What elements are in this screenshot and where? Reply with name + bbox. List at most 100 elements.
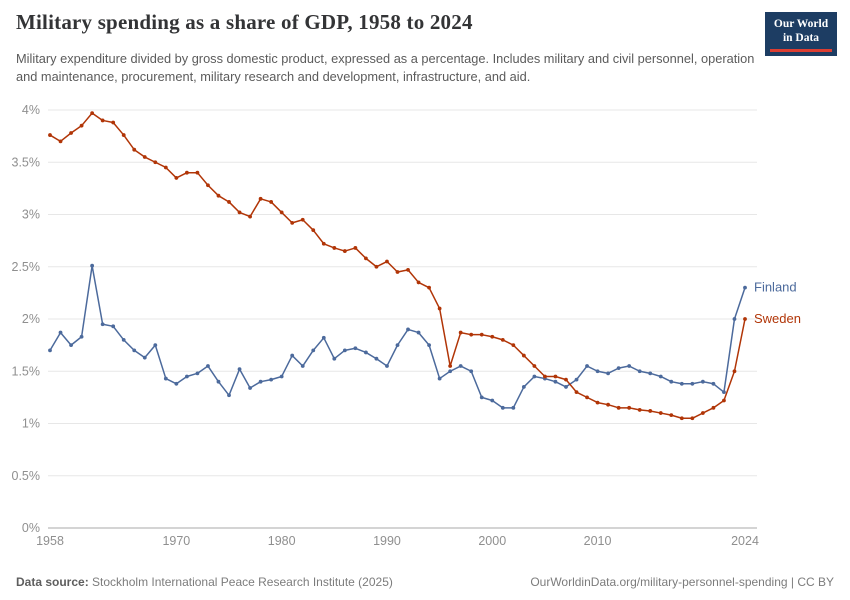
data-point: [679, 416, 684, 421]
y-axis-tick-label: 3%: [22, 208, 40, 222]
data-point: [616, 366, 621, 371]
data-point: [500, 338, 505, 342]
data-point: [321, 241, 326, 246]
data-point: [58, 330, 63, 335]
data-point: [406, 267, 410, 272]
data-point: [395, 343, 400, 348]
data-point: [648, 409, 653, 413]
data-point: [574, 377, 579, 382]
data-point: [416, 330, 421, 335]
series-label-sweden: Sweden: [754, 311, 801, 326]
data-point: [364, 350, 368, 355]
data-point: [564, 377, 568, 382]
data-point: [616, 405, 621, 410]
chart-area: 0% 0.5% 1% 1.5% 2% 2.5% 3% 3.5% 4% 1958 1970 1980 19…: [0, 88, 850, 558]
data-point: [174, 381, 179, 386]
data-point: [321, 335, 326, 340]
data-point: [342, 249, 347, 253]
data-point: [448, 364, 453, 368]
credit-link[interactable]: OurWorldinData.org/military-personnel-sp…: [530, 575, 834, 589]
data-point: [100, 322, 105, 327]
data-point: [353, 346, 358, 351]
data-point: [290, 220, 295, 225]
data-point: [437, 376, 442, 381]
data-point: [711, 381, 716, 386]
data-point: [606, 402, 611, 407]
data-point: [90, 263, 95, 268]
owid-logo-line2: in Data: [782, 32, 820, 45]
data-point: [258, 196, 263, 201]
data-point: [79, 334, 84, 339]
data-point: [521, 385, 526, 389]
data-point: [637, 369, 642, 374]
data-point: [448, 369, 453, 374]
data-point: [627, 405, 632, 410]
data-point: [111, 324, 116, 329]
y-axis-tick-label: 1%: [22, 417, 40, 431]
data-point: [374, 356, 379, 361]
data-point: [132, 147, 137, 152]
data-point: [490, 398, 495, 403]
data-point: [385, 259, 389, 264]
data-point: [437, 306, 442, 311]
data-point: [722, 398, 726, 403]
data-point: [743, 317, 747, 321]
data-point: [269, 377, 274, 382]
data-point: [669, 379, 674, 384]
data-point: [269, 200, 274, 204]
y-axis-tick-label: 4%: [22, 103, 40, 117]
data-point: [121, 133, 126, 137]
logo-accent-bar: [770, 48, 832, 52]
data-point: [69, 343, 73, 348]
data-point: [658, 374, 663, 379]
series-label-finland: Finland: [754, 280, 797, 295]
data-point: [290, 353, 295, 358]
data-point: [300, 217, 305, 222]
data-point: [637, 408, 642, 412]
data-point: [163, 165, 168, 170]
data-point: [511, 405, 516, 410]
x-axis-tick-label: 1970: [162, 534, 190, 548]
chart-svg: 0% 0.5% 1% 1.5% 2% 2.5% 3% 3.5% 4% 1958 1970 1980 19…: [12, 103, 801, 548]
data-point: [385, 364, 389, 368]
data-point: [669, 413, 674, 418]
owid-logo-line1: Our World: [773, 18, 829, 30]
data-point: [206, 364, 210, 368]
data-point: [174, 176, 179, 180]
data-point: [543, 374, 547, 379]
data-point: [364, 256, 368, 261]
data-point: [48, 348, 52, 353]
data-point: [332, 356, 337, 361]
data-point: [574, 390, 579, 395]
data-point: [700, 411, 705, 415]
data-point: [532, 374, 537, 379]
data-point: [163, 376, 168, 381]
data-point: [521, 353, 526, 358]
data-point: [490, 334, 495, 339]
data-point: [700, 379, 705, 384]
x-axis-tick-label: 1980: [268, 534, 296, 548]
data-point: [184, 374, 189, 379]
data-point: [216, 193, 221, 198]
y-axis-tick-label: 0%: [22, 521, 40, 535]
data-point: [195, 170, 200, 175]
data-point: [479, 332, 484, 337]
data-point: [627, 364, 632, 368]
data-point: [690, 381, 695, 386]
data-point: [100, 118, 105, 123]
data-point: [743, 285, 747, 290]
x-axis-tick-label: 2010: [584, 534, 612, 548]
data-point: [500, 405, 505, 410]
data-point: [353, 246, 358, 250]
owid-logo[interactable]: Our World in Data: [765, 12, 837, 56]
data-point: [111, 120, 116, 125]
data-point: [585, 395, 589, 400]
page-title: Military spending as a share of GDP, 195…: [16, 10, 473, 34]
data-point: [248, 386, 252, 390]
data-point: [237, 210, 242, 215]
data-point: [206, 183, 210, 188]
data-point: [153, 160, 158, 165]
data-point: [711, 405, 716, 410]
data-point: [258, 379, 263, 384]
